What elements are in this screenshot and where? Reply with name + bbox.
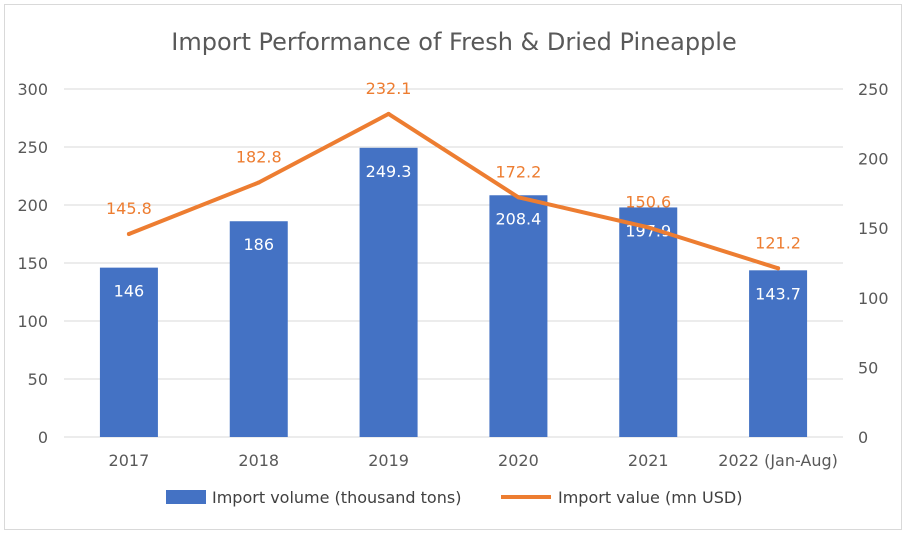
- left-tick-label: 150: [17, 254, 48, 273]
- left-tick-label: 250: [17, 138, 48, 157]
- value-line-point: [386, 111, 391, 116]
- legend-swatch-volume: [166, 490, 206, 504]
- right-tick-label: 100: [858, 289, 889, 308]
- x-tick-label: 2022 (Jan-Aug): [718, 451, 838, 470]
- chart-title: Import Performance of Fresh & Dried Pine…: [171, 28, 736, 56]
- chart-frame: [4, 4, 902, 530]
- x-tick-label: 2019: [368, 451, 409, 470]
- x-axis-ticks: 2017 2018 2019 2020 2021 2022 (Jan-Aug): [109, 451, 838, 470]
- volume-bar-label: 249.3: [366, 162, 412, 181]
- value-line: [126, 111, 781, 271]
- value-line-label: 182.8: [236, 148, 282, 167]
- right-tick-label: 50: [858, 358, 878, 377]
- x-tick-label: 2021: [628, 451, 669, 470]
- gridlines: [64, 88, 843, 438]
- x-tick-label: 2020: [498, 451, 539, 470]
- value-line-path: [126, 111, 781, 271]
- right-axis-ticks: 0 50 100 150 200 250: [858, 80, 889, 447]
- left-tick-label: 300: [17, 80, 48, 99]
- left-axis-ticks: 0 50 100 150 200 250 300: [17, 80, 48, 447]
- volume-bar: [619, 207, 678, 437]
- legend-label-value: Import value (mn USD): [558, 488, 742, 507]
- value-line-label: 172.2: [496, 162, 542, 181]
- right-tick-label: 150: [858, 219, 889, 238]
- value-line-label: 150.6: [625, 192, 671, 211]
- volume-bar-label: 208.4: [496, 209, 542, 228]
- right-tick-label: 0: [858, 428, 868, 447]
- legend-label-volume: Import volume (thousand tons): [212, 488, 461, 507]
- value-line-label: 121.2: [755, 233, 801, 252]
- value-line-label: 145.8: [106, 199, 152, 218]
- value-line-label: 232.1: [366, 79, 412, 98]
- value-line-point: [646, 225, 651, 230]
- volume-bar-label: 186: [243, 235, 274, 254]
- right-tick-label: 250: [858, 80, 889, 99]
- volume-bar: [359, 147, 418, 437]
- legend: Import volume (thousand tons) Import val…: [166, 488, 742, 507]
- volume-bar: [99, 267, 158, 437]
- volume-bar-label: 146: [114, 282, 145, 301]
- volume-bar: [229, 221, 288, 437]
- volume-bar-label: 143.7: [755, 284, 801, 303]
- value-line-point: [126, 232, 131, 237]
- volume-bar: [749, 270, 808, 437]
- x-tick-label: 2017: [109, 451, 150, 470]
- value-line-point: [256, 180, 261, 185]
- left-tick-label: 200: [17, 196, 48, 215]
- right-tick-label: 200: [858, 150, 889, 169]
- left-tick-label: 0: [38, 428, 48, 447]
- volume-bars: [99, 147, 808, 437]
- left-tick-label: 100: [17, 312, 48, 331]
- left-tick-label: 50: [28, 370, 48, 389]
- value-line-labels: 145.8 182.8 232.1 172.2 150.6 121.2: [106, 79, 801, 252]
- volume-bar: [489, 195, 548, 437]
- value-line-point: [776, 266, 781, 271]
- x-tick-label: 2018: [238, 451, 279, 470]
- value-line-point: [516, 195, 521, 200]
